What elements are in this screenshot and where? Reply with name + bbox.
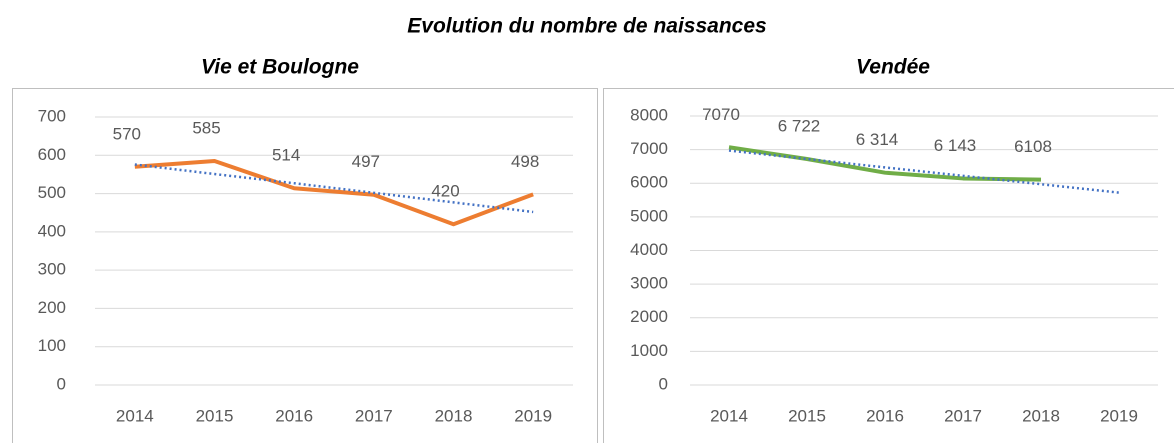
y-tick-label: 300: [38, 260, 66, 279]
y-tick-label: 5000: [630, 206, 668, 225]
data-line: [728, 145, 1042, 182]
y-tick-label: 7000: [630, 139, 668, 158]
y-tick-label: 0: [659, 374, 668, 393]
y-tick-label: 1000: [630, 341, 668, 360]
x-tick-label: 2015: [788, 406, 826, 425]
data-label: 6 722: [778, 116, 821, 135]
x-tick-label: 2019: [1100, 406, 1138, 425]
data-label: 6 143: [934, 136, 977, 155]
x-tick-label: 2016: [275, 406, 313, 425]
trend-line: [134, 163, 534, 214]
panel-border: [603, 88, 1174, 443]
data-label: 570: [113, 124, 141, 143]
y-tick-label: 600: [38, 145, 66, 164]
main-title: Evolution du nombre de naissances: [407, 15, 766, 38]
chart-title: Vendée: [856, 56, 930, 79]
trend-line: [728, 149, 1120, 194]
data-label: 497: [352, 152, 380, 171]
y-tick-label: 700: [38, 106, 66, 125]
y-tick-label: 500: [38, 183, 66, 202]
x-tick-label: 2016: [866, 406, 904, 425]
data-label: 7070: [702, 105, 740, 124]
x-tick-label: 2018: [1022, 406, 1060, 425]
data-label: 585: [192, 119, 220, 138]
x-tick-label: 2019: [514, 406, 552, 425]
y-tick-label: 8000: [630, 105, 668, 124]
panel-border: [12, 88, 598, 443]
x-tick-label: 2017: [944, 406, 982, 425]
y-tick-label: 100: [38, 336, 66, 355]
x-tick-label: 2015: [196, 406, 234, 425]
y-tick-label: 3000: [630, 274, 668, 293]
y-tick-label: 200: [38, 298, 66, 317]
data-line: [134, 159, 534, 227]
data-label: 420: [431, 182, 459, 201]
x-tick-label: 2014: [710, 406, 748, 425]
x-tick-label: 2018: [435, 406, 473, 425]
y-tick-label: 6000: [630, 173, 668, 192]
data-label: 6108: [1014, 137, 1052, 156]
chart-title: Vie et Boulogne: [201, 56, 359, 79]
data-label: 6 314: [856, 130, 899, 149]
data-label: 514: [272, 146, 300, 165]
x-tick-label: 2017: [355, 406, 393, 425]
x-tick-label: 2014: [116, 406, 154, 425]
y-tick-label: 2000: [630, 307, 668, 326]
y-tick-label: 4000: [630, 240, 668, 259]
y-tick-label: 400: [38, 221, 66, 240]
data-label: 498: [511, 152, 539, 171]
y-tick-label: 0: [57, 374, 66, 393]
